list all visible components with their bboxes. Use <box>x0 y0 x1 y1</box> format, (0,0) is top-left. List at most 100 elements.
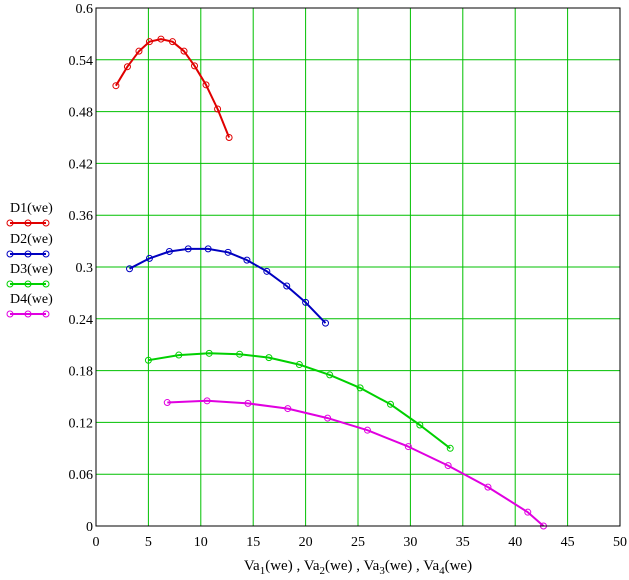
data-point <box>295 361 303 369</box>
y-tick-label: 0.6 <box>76 2 94 17</box>
legend-marker <box>24 280 32 288</box>
legend-label: D4(we) <box>10 292 53 307</box>
x-axis-label: Va1(we) , Va2(we) , Va3(we) , Va4(we) <box>244 558 472 577</box>
y-tick-label: 0.36 <box>69 209 94 224</box>
plot-frame <box>95 7 621 527</box>
data-point <box>283 282 291 290</box>
data-point <box>191 62 199 70</box>
data-point <box>225 134 233 141</box>
x-tick-label: 5 <box>145 535 152 550</box>
data-point <box>244 399 252 407</box>
x-tick-label: 10 <box>194 535 208 550</box>
grid <box>95 7 621 527</box>
data-point <box>169 38 177 46</box>
x-tick-label: 15 <box>246 535 260 550</box>
data-point <box>236 350 244 358</box>
y-tick-labels: 0 0.06 0.12 0.18 0.24 0.3 0.36 0.42 0.48 0.54 0.6 <box>69 2 94 535</box>
series-line <box>148 352 451 450</box>
series-group <box>112 35 547 530</box>
legend-marker <box>24 310 32 318</box>
data-point <box>144 356 152 364</box>
data-point <box>203 397 211 405</box>
data-point <box>363 426 371 434</box>
data-point <box>302 298 310 306</box>
legend-item: D2(we) <box>6 232 53 258</box>
data-point <box>524 508 532 516</box>
data-point <box>263 267 271 275</box>
data-point <box>204 245 212 253</box>
data-point <box>157 35 165 43</box>
x-tick-label: 20 <box>299 535 313 550</box>
data-point <box>112 82 120 90</box>
y-tick-label: 0.12 <box>69 416 94 431</box>
data-point <box>224 248 232 256</box>
y-tick-label: 0.24 <box>69 313 94 328</box>
y-tick-label: 0 <box>86 520 93 535</box>
legend-marker <box>42 219 50 227</box>
legend-marker <box>42 310 50 318</box>
data-point <box>326 371 334 379</box>
data-point <box>180 47 188 55</box>
legend-item: D1(we) <box>6 201 53 227</box>
legend-marker <box>42 250 50 258</box>
x-tick-label: 45 <box>561 535 575 550</box>
series-2 <box>126 245 330 327</box>
data-point <box>145 38 153 46</box>
data-point <box>356 384 364 392</box>
data-point <box>165 247 173 255</box>
series-line <box>115 38 231 138</box>
data-point <box>446 444 454 452</box>
data-point <box>163 399 171 407</box>
legend-marker <box>42 280 50 288</box>
y-tick-label: 0.48 <box>69 106 94 121</box>
x-tick-label: 40 <box>508 535 522 550</box>
legend-marker <box>6 280 14 288</box>
data-point <box>123 63 131 71</box>
y-tick-label: 0.42 <box>69 157 94 172</box>
data-point <box>404 443 412 451</box>
x-tick-label: 0 <box>93 535 100 550</box>
data-point <box>243 256 251 264</box>
data-point <box>175 351 183 359</box>
x-tick-label: 30 <box>403 535 417 550</box>
legend-marker <box>24 250 32 258</box>
data-point <box>322 319 330 327</box>
series-line <box>167 399 545 527</box>
legend-marker <box>6 310 14 318</box>
y-tick-label: 0.18 <box>69 365 94 380</box>
data-point <box>265 354 273 362</box>
legend-label: D2(we) <box>10 232 53 247</box>
legend: D1(we) D2(we) D3(we) D4(we) <box>6 201 53 318</box>
data-point <box>324 414 332 422</box>
legend-label: D1(we) <box>10 201 53 216</box>
series-line <box>129 247 327 324</box>
y-tick-label: 0.54 <box>69 54 94 69</box>
data-point <box>214 105 222 113</box>
data-point <box>202 81 210 89</box>
series-3 <box>144 349 454 452</box>
data-point <box>205 349 213 357</box>
legend-label: D3(we) <box>10 262 53 277</box>
legend-marker <box>24 219 32 227</box>
legend-item: D3(we) <box>6 262 53 288</box>
series-1 <box>112 35 233 141</box>
data-point <box>284 405 292 413</box>
legend-item: D4(we) <box>6 292 53 318</box>
y-tick-label: 0.06 <box>69 468 94 483</box>
x-tick-labels: 0 5 10 15 20 25 30 35 40 45 50 <box>93 535 628 550</box>
x-tick-label: 35 <box>456 535 470 550</box>
data-point <box>184 245 192 253</box>
data-point <box>416 421 424 429</box>
data-point <box>386 400 394 408</box>
x-tick-label: 25 <box>351 535 365 550</box>
y-tick-label: 0.3 <box>76 261 94 276</box>
data-point <box>145 254 153 262</box>
data-point <box>484 483 492 491</box>
data-point <box>126 265 134 273</box>
legend-marker <box>6 219 14 227</box>
legend-marker <box>6 250 14 258</box>
data-point <box>135 47 143 55</box>
data-point <box>444 462 452 470</box>
series-4 <box>163 397 547 530</box>
